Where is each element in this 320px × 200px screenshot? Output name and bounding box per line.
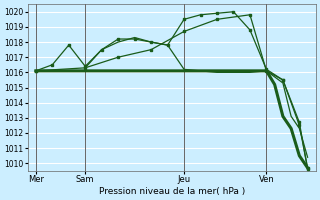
X-axis label: Pression niveau de la mer( hPa ): Pression niveau de la mer( hPa ) bbox=[99, 187, 245, 196]
